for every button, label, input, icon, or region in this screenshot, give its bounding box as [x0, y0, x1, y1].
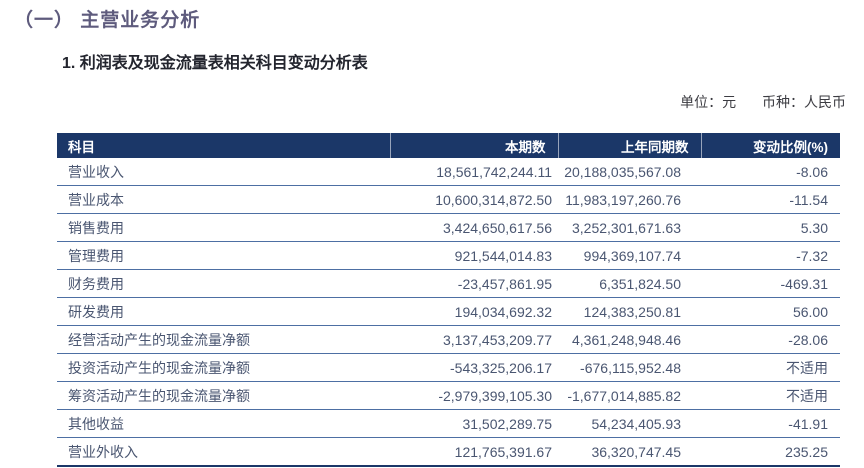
- prior-period-cell: 6,351,824.50: [558, 269, 701, 298]
- change-ratio-cell: -8.06: [701, 158, 840, 186]
- header-prior-period: 上年同期数: [557, 133, 701, 158]
- prior-period-cell: 54,234,405.93: [558, 409, 701, 438]
- current-period-cell: 3,137,453,209.77: [390, 325, 558, 354]
- prior-period-cell: 3,252,301,671.63: [558, 213, 701, 242]
- current-period-cell: -23,457,861.95: [390, 269, 558, 298]
- change-ratio-cell: 56.00: [701, 297, 840, 326]
- prior-period-cell: 4,361,248,948.46: [558, 325, 701, 354]
- prior-period-cell: 124,383,250.81: [558, 297, 701, 326]
- table-row: 财务费用 -23,457,861.95 6,351,824.50 -469.31: [57, 269, 840, 298]
- change-ratio-cell: -11.54: [701, 185, 840, 214]
- change-ratio-cell: 不适用: [701, 353, 840, 382]
- section-title: （一） 主营业务分析: [14, 10, 201, 31]
- table-row: 管理费用 921,544,014.83 994,369,107.74 -7.32: [57, 241, 840, 270]
- table-row: 销售费用 3,424,650,617.56 3,252,301,671.63 5.30: [57, 213, 840, 242]
- prior-period-cell: 11,983,197,260.76: [558, 185, 701, 214]
- item-cell: 投资活动产生的现金流量净额: [57, 353, 390, 382]
- prior-period-cell: -676,115,952.48: [558, 353, 701, 382]
- table-row: 投资活动产生的现金流量净额 -543,325,206.17 -676,115,952…: [57, 353, 840, 382]
- item-cell: 其他收益: [57, 409, 390, 438]
- table-row: 筹资活动产生的现金流量净额 -2,979,399,105.30 -1,677,014…: [57, 381, 840, 410]
- current-period-cell: -2,979,399,105.30: [390, 381, 558, 410]
- table-row: 营业收入 18,561,742,244.11 20,188,035,567.08 -8…: [57, 158, 840, 186]
- change-ratio-cell: -41.91: [701, 409, 840, 438]
- item-cell: 财务费用: [57, 269, 390, 298]
- table-body: 营业收入 18,561,742,244.11 20,188,035,567.08 -8…: [57, 158, 840, 467]
- item-cell: 营业成本: [57, 185, 390, 214]
- prior-period-cell: -1,677,014,885.82: [558, 381, 701, 410]
- current-period-cell: 31,502,289.75: [390, 409, 558, 438]
- item-cell: 营业收入: [57, 158, 390, 186]
- table-row: 营业外收入 121,765,391.67 36,320,747.45 235.25: [57, 437, 840, 467]
- unit-note-line: 单位：元 币种：人民币: [0, 92, 846, 112]
- current-period-cell: -543,325,206.17: [390, 353, 558, 382]
- change-ratio-cell: 235.25: [701, 437, 840, 467]
- current-period-cell: 121,765,391.67: [390, 437, 558, 467]
- table-subtitle: 1. 利润表及现金流量表相关科目变动分析表: [62, 55, 368, 72]
- table-row: 营业成本 10,600,314,872.50 11,983,197,260.76 -1…: [57, 185, 840, 214]
- financial-analysis-table: 科目 本期数 上年同期数 变动比例(%) 营业收入 18,561,742,244.…: [57, 133, 840, 467]
- prior-period-cell: 36,320,747.45: [558, 437, 701, 467]
- item-cell: 营业外收入: [57, 437, 390, 467]
- table-row: 其他收益 31,502,289.75 54,234,405.93 -41.91: [57, 409, 840, 438]
- table-header-row: 科目 本期数 上年同期数 变动比例(%): [57, 133, 840, 158]
- item-cell: 管理费用: [57, 241, 390, 270]
- item-cell: 筹资活动产生的现金流量净额: [57, 381, 390, 410]
- current-period-cell: 18,561,742,244.11: [390, 158, 558, 186]
- prior-period-cell: 994,369,107.74: [558, 241, 701, 270]
- change-ratio-cell: -469.31: [701, 269, 840, 298]
- header-change-ratio: 变动比例(%): [700, 133, 840, 158]
- table-row: 研发费用 194,034,692.32 124,383,250.81 56.00: [57, 297, 840, 326]
- item-cell: 经营活动产生的现金流量净额: [57, 325, 390, 354]
- table-row: 经营活动产生的现金流量净额 3,137,453,209.77 4,361,248,9…: [57, 325, 840, 354]
- header-current-period: 本期数: [389, 133, 558, 158]
- change-ratio-cell: 5.30: [701, 213, 840, 242]
- current-period-cell: 3,424,650,617.56: [390, 213, 558, 242]
- header-item: 科目: [57, 133, 390, 158]
- change-ratio-cell: 不适用: [701, 381, 840, 410]
- prior-period-cell: 20,188,035,567.08: [558, 158, 701, 186]
- current-period-cell: 10,600,314,872.50: [390, 185, 558, 214]
- current-period-cell: 921,544,014.83: [390, 241, 558, 270]
- current-period-cell: 194,034,692.32: [390, 297, 558, 326]
- item-cell: 研发费用: [57, 297, 390, 326]
- change-ratio-cell: -28.06: [701, 325, 840, 354]
- unit-note: 单位：元: [680, 94, 737, 110]
- document-page: （一） 主营业务分析 1. 利润表及现金流量表相关科目变动分析表 单位：元 币种…: [0, 8, 864, 468]
- item-cell: 销售费用: [57, 213, 390, 242]
- currency-note: 币种：人民币: [762, 94, 846, 110]
- change-ratio-cell: -7.32: [701, 241, 840, 270]
